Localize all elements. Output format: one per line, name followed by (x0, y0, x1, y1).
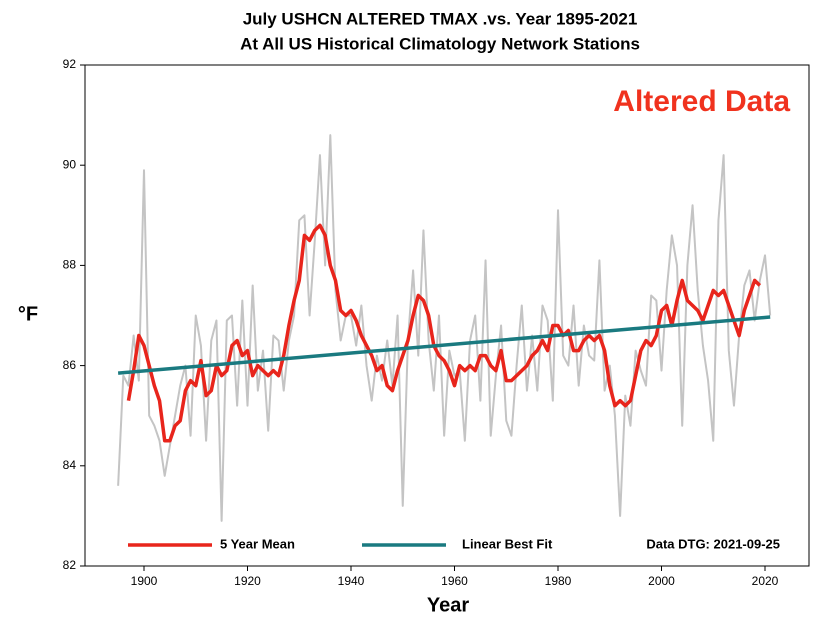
annotation: Altered Data (613, 85, 790, 118)
legend-label: 5 Year Mean (220, 536, 295, 551)
chart-title: July USHCN ALTERED TMAX .vs. Year 1895-2… (243, 9, 638, 28)
x-axis-label: Year (427, 594, 469, 616)
series-line (117, 134, 772, 522)
y-tick-label: 88 (63, 258, 77, 272)
x-tick-label: 1900 (131, 574, 158, 588)
x-tick-label: 2000 (648, 574, 675, 588)
series-line (126, 223, 762, 443)
chart-subtitle: At All US Historical Climatology Network… (240, 34, 640, 53)
y-tick-label: 92 (63, 57, 77, 71)
annotation: Data DTG: 2021-09-25 (646, 536, 780, 551)
y-tick-label: 90 (63, 157, 77, 171)
x-tick-label: 2020 (752, 574, 779, 588)
plot-frame (84, 64, 810, 567)
x-tick-label: 1920 (234, 574, 261, 588)
x-tick-label: 1980 (545, 574, 572, 588)
y-tick-label: 84 (63, 458, 77, 472)
y-tick-label: 86 (63, 358, 77, 372)
legend-label: Linear Best Fit (462, 536, 553, 551)
y-tick-label: 82 (63, 558, 77, 572)
x-tick-label: 1960 (441, 574, 468, 588)
x-tick-label: 1940 (338, 574, 365, 588)
y-axis-label: °F (18, 303, 38, 325)
series-line (117, 315, 771, 375)
